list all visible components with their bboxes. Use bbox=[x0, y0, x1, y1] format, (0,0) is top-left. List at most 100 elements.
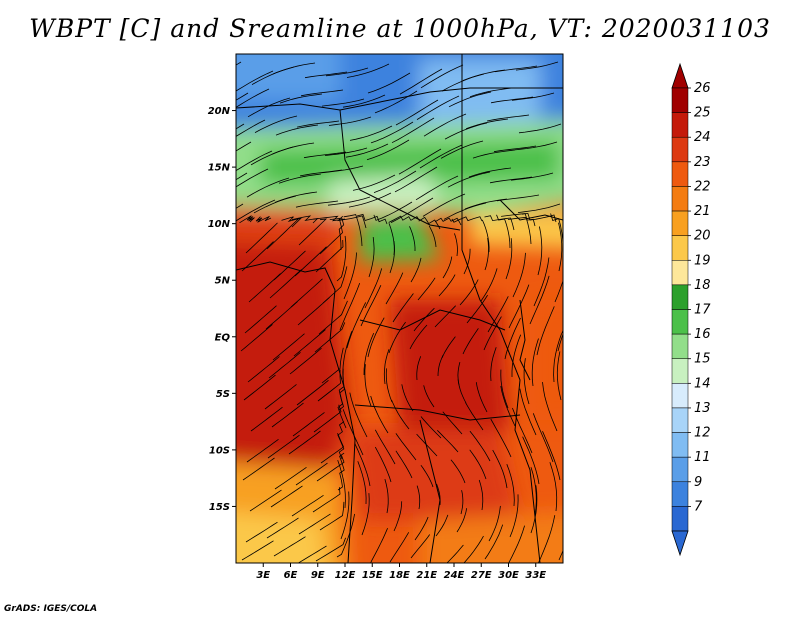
streamline bbox=[388, 321, 406, 354]
streamline bbox=[320, 165, 364, 174]
streamline bbox=[488, 505, 501, 542]
streamline bbox=[413, 307, 435, 332]
streamline bbox=[268, 351, 301, 379]
streamline bbox=[357, 461, 367, 505]
streamline bbox=[557, 333, 563, 352]
streamline bbox=[536, 306, 555, 356]
credit-label: GrADS: IGES/COLA bbox=[4, 604, 98, 614]
streamline bbox=[246, 177, 290, 198]
streamline bbox=[245, 222, 278, 254]
streamline bbox=[368, 237, 375, 278]
streamline bbox=[510, 172, 554, 181]
streamline bbox=[487, 296, 509, 333]
streamline bbox=[337, 421, 345, 460]
streamline bbox=[556, 351, 562, 401]
streamline bbox=[266, 517, 299, 539]
streamline bbox=[343, 252, 357, 300]
streamline bbox=[328, 116, 372, 126]
streamline bbox=[434, 305, 456, 328]
streamline bbox=[490, 96, 534, 104]
colorbar-segment bbox=[671, 383, 689, 409]
lat-tick-label: EQ bbox=[215, 332, 231, 343]
streamline bbox=[533, 257, 550, 307]
streamline bbox=[295, 462, 328, 486]
streamline bbox=[363, 332, 375, 376]
streamline bbox=[550, 213, 563, 253]
streamline bbox=[337, 452, 345, 491]
colorbar-label: 25 bbox=[694, 106, 711, 121]
streamline bbox=[466, 294, 488, 324]
streamline bbox=[394, 166, 438, 193]
streamline bbox=[391, 117, 435, 144]
streamline bbox=[336, 513, 355, 558]
country-borders bbox=[236, 54, 563, 563]
streamline bbox=[324, 147, 368, 156]
streamline bbox=[249, 489, 282, 512]
streamline bbox=[348, 192, 392, 208]
streamline bbox=[274, 191, 318, 203]
streamline bbox=[316, 455, 345, 482]
lon-tick-label: 15E bbox=[362, 570, 383, 581]
streamline bbox=[463, 535, 484, 563]
streamline bbox=[269, 269, 302, 299]
streamline bbox=[236, 199, 276, 222]
lat-tick-label: 5S bbox=[216, 389, 230, 400]
streamline bbox=[428, 225, 437, 248]
streamline bbox=[537, 226, 543, 276]
streamline bbox=[288, 430, 321, 455]
streamline bbox=[290, 278, 323, 308]
lat-tick-label: 20N bbox=[208, 106, 231, 117]
streamline bbox=[500, 385, 516, 427]
streamline bbox=[420, 64, 464, 89]
colorbar-segment bbox=[671, 456, 689, 483]
streamline bbox=[423, 113, 467, 137]
streamline bbox=[319, 501, 345, 531]
streamline bbox=[480, 268, 498, 302]
streamline bbox=[254, 115, 298, 133]
streamline bbox=[343, 214, 363, 247]
streamline bbox=[416, 356, 422, 381]
colorbar-segment bbox=[671, 358, 689, 384]
streamline bbox=[530, 485, 538, 534]
colorbar-top-arrow bbox=[671, 62, 689, 89]
streamline bbox=[315, 239, 344, 273]
streamline bbox=[465, 118, 509, 130]
colorbar-segment bbox=[671, 87, 689, 113]
streamline bbox=[504, 317, 521, 360]
streamline bbox=[346, 63, 390, 78]
colorbar-label: 11 bbox=[694, 450, 711, 465]
streamline bbox=[462, 328, 479, 355]
streamline bbox=[236, 123, 245, 130]
streamline bbox=[250, 406, 283, 432]
streamline bbox=[337, 215, 367, 229]
streamline bbox=[385, 368, 393, 403]
streamline bbox=[236, 88, 270, 108]
colorbar-label: 20 bbox=[694, 229, 711, 244]
streamline bbox=[522, 436, 540, 485]
streamline bbox=[511, 92, 555, 101]
border-line bbox=[339, 109, 461, 231]
streamline bbox=[523, 358, 530, 405]
streamline bbox=[239, 215, 255, 224]
streamline bbox=[289, 347, 322, 375]
streamline bbox=[271, 402, 304, 428]
streamline bbox=[454, 233, 458, 257]
streamline bbox=[465, 402, 484, 431]
lon-tick-label: 3E bbox=[256, 570, 270, 581]
streamline bbox=[366, 139, 410, 161]
streamline bbox=[342, 409, 364, 456]
streamline bbox=[374, 429, 396, 465]
colorbar-label: 13 bbox=[694, 401, 711, 416]
streamline bbox=[519, 388, 537, 436]
streamline bbox=[264, 384, 297, 410]
lon-tick-label: 18E bbox=[389, 570, 410, 581]
streamline bbox=[420, 464, 434, 488]
streamline bbox=[294, 246, 327, 277]
streamline bbox=[562, 540, 563, 542]
streamline bbox=[313, 404, 342, 433]
streamline bbox=[272, 62, 316, 75]
streamline bbox=[274, 466, 307, 490]
streamline bbox=[297, 545, 327, 563]
streamline bbox=[298, 513, 331, 535]
border-line bbox=[359, 309, 506, 331]
